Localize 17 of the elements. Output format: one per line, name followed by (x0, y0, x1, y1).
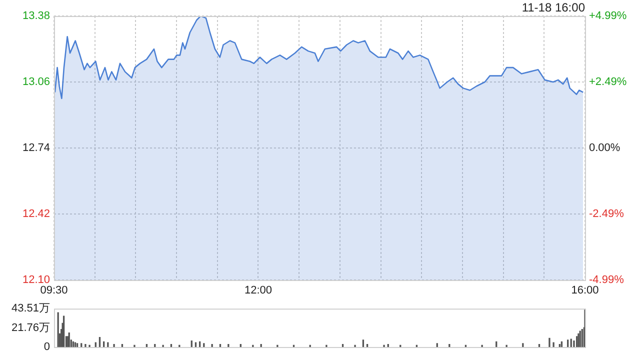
y-tick-label: 12.10 (22, 274, 50, 286)
text: 11-18 16:00 (522, 0, 586, 14)
y2-tick-label: 0.00% (589, 142, 620, 154)
y-tick-label: 12.74 (22, 142, 50, 154)
y2-tick-label: +4.99% (589, 10, 627, 22)
y2-tick-label: +2.49% (589, 76, 627, 88)
y-tick-label: 12.42 (22, 208, 50, 220)
y2-tick-label: -4.99% (589, 274, 624, 286)
y-tick-label: 13.06 (22, 76, 50, 88)
y2-tick-label: -2.49% (589, 208, 624, 220)
y-tick-label: 13.38 (22, 10, 50, 22)
x-tick-label: 12:00 (244, 284, 272, 297)
y-tick-label: 21.76万 (11, 322, 50, 334)
x-tick-label: 16:00 (571, 284, 599, 297)
y-tick-label: 0 (44, 341, 50, 354)
y-tick-label: 43.51万 (11, 302, 50, 315)
x-tick-label: 09:30 (40, 284, 68, 297)
